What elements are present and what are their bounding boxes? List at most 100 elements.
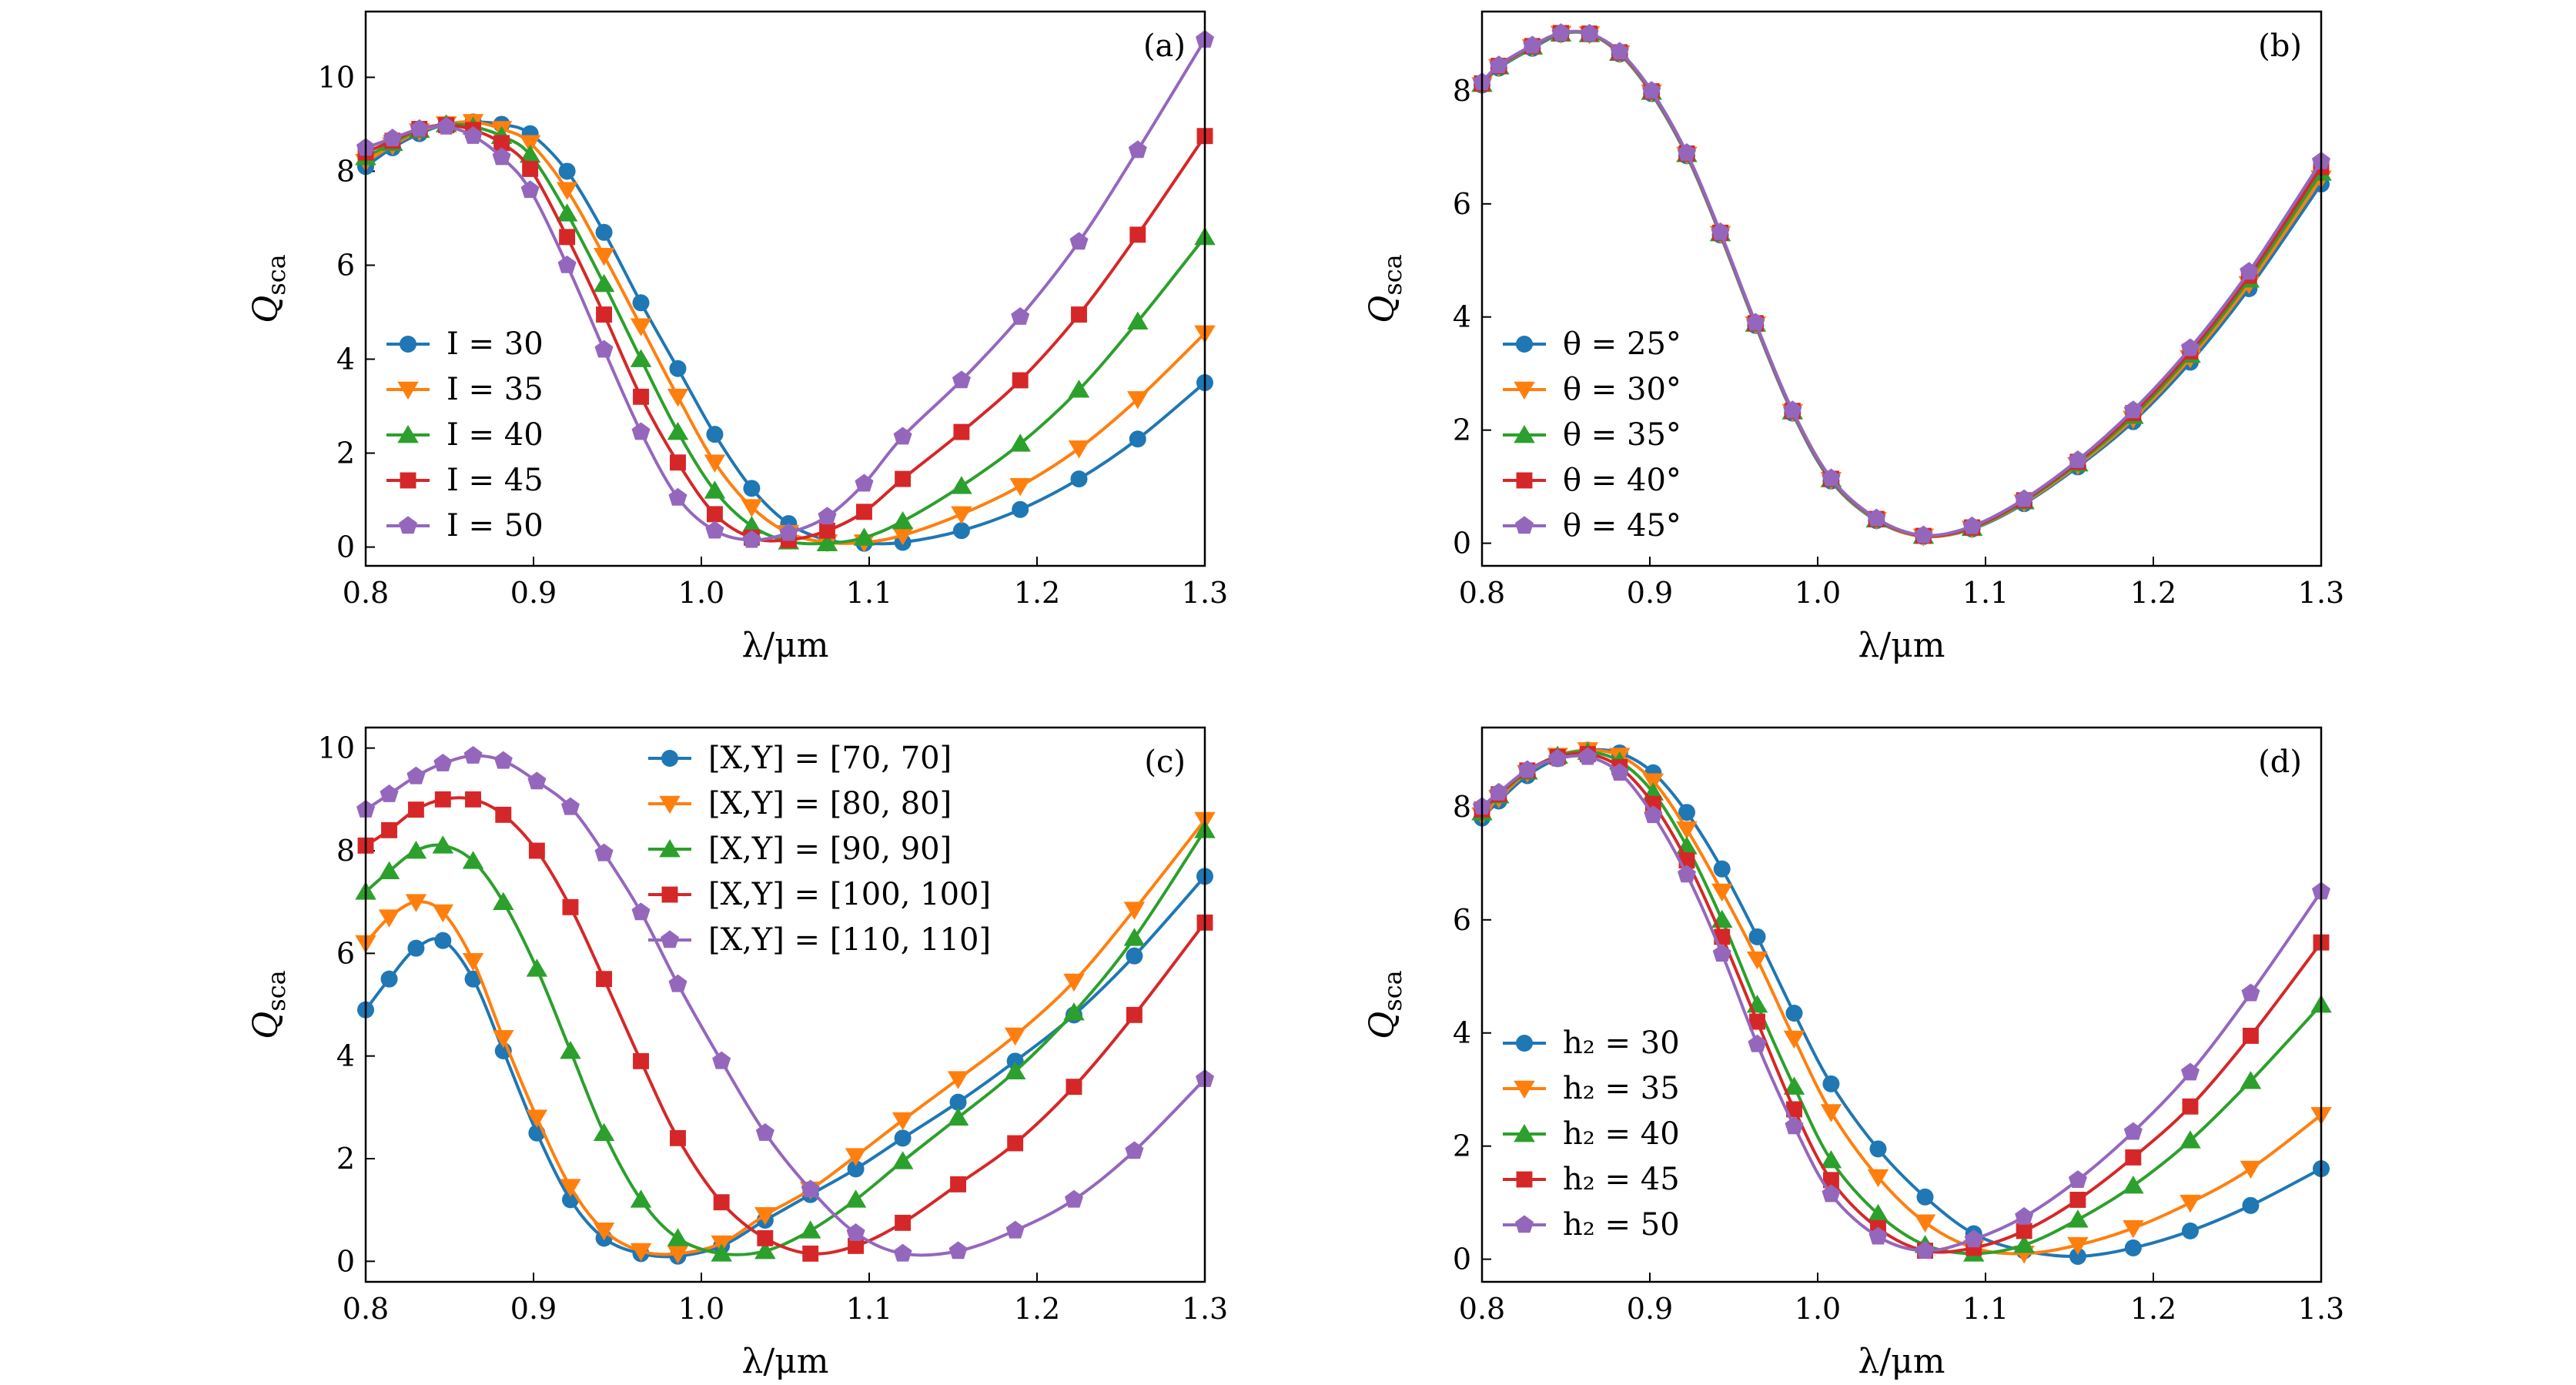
data-point (464, 970, 482, 988)
data-point (495, 806, 512, 823)
data-point (1822, 468, 1841, 487)
data-point (1610, 763, 1629, 781)
legend-marker (397, 381, 419, 400)
series-line (1480, 29, 2323, 538)
x-tick-label: 1.2 (2130, 576, 2176, 610)
data-point (1868, 1226, 1888, 1245)
data-point (410, 119, 429, 137)
data-point (754, 1207, 776, 1226)
data-point (1711, 883, 1733, 902)
data-point (1551, 23, 1571, 42)
data-point (380, 784, 399, 802)
legend-marker (1514, 1080, 1535, 1099)
x-tick-label: 1.0 (1795, 576, 1841, 610)
legend-marker (400, 336, 417, 353)
data-point (519, 145, 541, 163)
data-point (2068, 450, 2087, 468)
legend-marker (1514, 381, 1535, 400)
data-point (1642, 773, 1664, 791)
data-point (892, 1112, 914, 1131)
data-point (633, 388, 649, 405)
data-point (1009, 433, 1031, 452)
data-point (1126, 947, 1143, 965)
data-point (848, 1237, 865, 1254)
y-tick-label: 4 (336, 1039, 355, 1073)
chart-panel-d: (d) λ/μm Qsca 0.8 0.9 1.0 1.1 1.2 1.3 0 2 4 6 8 h₂ … (1363, 726, 2344, 1381)
legend-marker (1514, 424, 1535, 443)
data-point (1867, 1203, 1889, 1223)
legend-entry-1: θ = 25° (1503, 326, 1681, 362)
data-point (2181, 1222, 2199, 1239)
y-tick-label: 10 (318, 60, 355, 94)
data-point (2013, 1235, 2035, 1253)
data-point (463, 746, 483, 764)
x-tick-label: 0.9 (510, 576, 557, 610)
x-tick-label: 1.1 (846, 576, 892, 610)
data-point (1914, 525, 1933, 544)
x-tick-label: 0.8 (1459, 576, 1505, 610)
data-point (949, 1093, 967, 1111)
y-tick-label: 8 (1453, 790, 1471, 824)
panel-d-ylabel-sub: sca (1378, 970, 1407, 1011)
data-point (895, 470, 912, 487)
data-point (556, 182, 578, 200)
panel-d-ylabel-main: Q (1363, 1012, 1402, 1039)
data-point (755, 1123, 774, 1141)
legend-entry-2: h₂ = 35 (1503, 1071, 1680, 1106)
data-point (1006, 1052, 1024, 1070)
data-point (596, 306, 613, 323)
data-point (1783, 1030, 1805, 1049)
legend-label: h₂ = 40 (1563, 1116, 1680, 1152)
x-tick-label: 0.8 (1459, 1292, 1505, 1326)
data-point (2067, 1236, 2089, 1256)
x-tick-label: 1.3 (1182, 576, 1228, 610)
data-point (1066, 1079, 1082, 1096)
legend: h₂ = 30 h₂ = 35 h₂ = 40 h₂ = 45 h₂ = 50 (1503, 1025, 1680, 1243)
data-point (593, 1223, 615, 1241)
legend-label: I = 40 (447, 417, 544, 453)
legend-entry-3: h₂ = 40 (1503, 1116, 1680, 1152)
data-point (1012, 500, 1029, 518)
data-point (1822, 1075, 1840, 1092)
data-point (526, 958, 548, 977)
data-point (1489, 55, 1508, 74)
series-line (1480, 30, 2323, 539)
series-5 (356, 746, 1215, 1262)
data-point (1580, 24, 1599, 42)
data-point (405, 840, 427, 859)
data-point (562, 898, 579, 915)
legend-entry-2: [X,Y] = [80, 80] (648, 786, 952, 821)
x-tick-label: 1.2 (1014, 576, 1060, 610)
data-point (2240, 262, 2259, 280)
data-point (381, 821, 397, 838)
data-point (493, 751, 513, 769)
legend-entry-3: I = 40 (386, 417, 544, 453)
data-point (378, 909, 400, 928)
data-point (846, 1223, 865, 1241)
data-point (1071, 306, 1087, 323)
data-point (893, 427, 912, 445)
data-point (952, 522, 970, 540)
y-tick-label: 4 (1453, 1016, 1471, 1050)
legend-label: [X,Y] = [100, 100] (708, 877, 991, 912)
data-point (670, 1129, 686, 1146)
data-point (526, 1109, 548, 1128)
data-point (1783, 1076, 1805, 1095)
legend-marker (397, 424, 419, 443)
legend-label: [X,Y] = [80, 80] (708, 786, 952, 821)
data-point (845, 1189, 867, 1208)
data-point (594, 340, 614, 358)
panel-b-ylabel-sub: sca (1378, 254, 1407, 295)
data-point (1867, 508, 1886, 527)
x-tick-label: 1.2 (1014, 1292, 1060, 1326)
legend-marker (1514, 1123, 1535, 1142)
y-tick-label: 6 (1453, 187, 1471, 221)
legend-marker (398, 516, 418, 534)
series-4 (357, 791, 1213, 1262)
plot-frame (364, 726, 1206, 1283)
data-point (1783, 400, 1802, 419)
y-tick-label: 0 (1453, 527, 1471, 560)
data-point (667, 389, 689, 407)
data-point (434, 932, 452, 949)
